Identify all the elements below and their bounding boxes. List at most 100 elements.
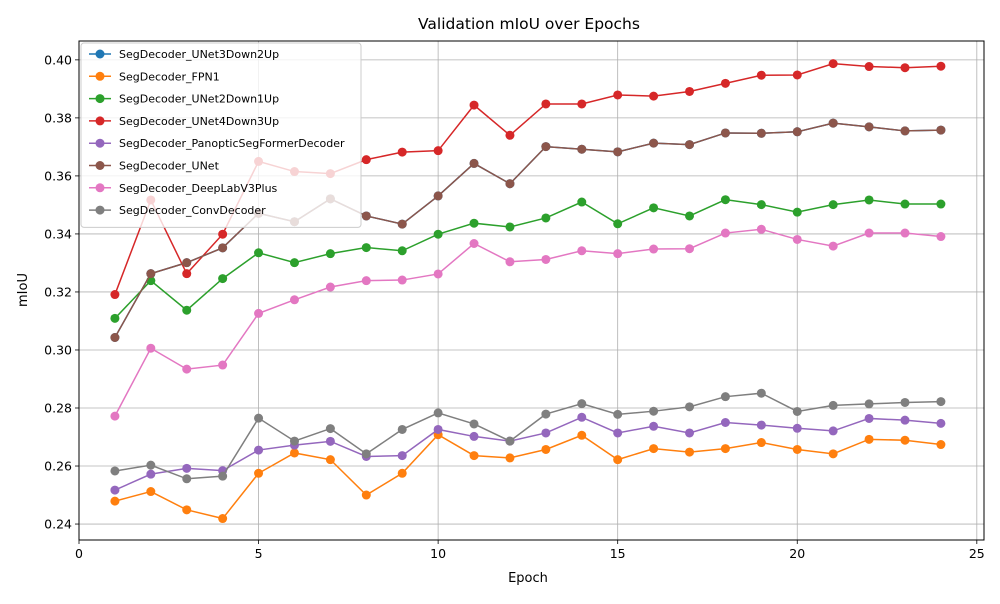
legend-item[interactable]: SegDecoder_FPN1 [89, 70, 220, 83]
data-point [289, 258, 299, 268]
x-tick-label: 15 [610, 546, 626, 561]
data-point [325, 282, 335, 292]
data-point [720, 128, 730, 138]
legend-item[interactable]: SegDecoder_UNet [89, 160, 220, 173]
data-point [110, 485, 120, 495]
data-point [792, 423, 802, 433]
y-tick-label: 0.30 [44, 342, 72, 357]
legend-label: SegDecoder_UNet4Down3Up [119, 115, 279, 128]
data-point [505, 436, 515, 446]
data-point [864, 62, 874, 72]
data-point [361, 490, 371, 500]
data-point [254, 413, 264, 423]
data-point [613, 249, 623, 259]
data-point [146, 269, 156, 279]
data-point [864, 399, 874, 409]
data-point [469, 218, 479, 228]
y-tick-label: 0.38 [44, 110, 72, 125]
series-SegDecoder_FPN1 [110, 430, 946, 524]
data-point [577, 430, 587, 440]
data-point [361, 243, 371, 253]
data-point [254, 468, 264, 478]
legend-box [80, 42, 362, 228]
x-tick-label: 20 [789, 546, 805, 561]
legend-marker [95, 138, 105, 148]
data-point [110, 466, 120, 476]
data-point [361, 211, 371, 221]
y-axis-label: mIoU [16, 273, 31, 307]
data-point [936, 61, 946, 71]
series-group [110, 59, 946, 524]
data-point [289, 436, 299, 446]
data-point [720, 418, 730, 428]
data-point [649, 91, 659, 101]
legend-item[interactable]: SegDecoder_DeepLabV3Plus [89, 182, 278, 195]
series-SegDecoder_DeepLabV3Plus [110, 224, 946, 421]
series-SegDecoder_ConvDecoder [110, 388, 946, 484]
data-point [254, 445, 264, 455]
chart-title: Validation mIoU over Epochs [418, 15, 640, 33]
legend-item[interactable]: SegDecoder_PanopticSegFormerDecoder [89, 137, 345, 150]
legend-item[interactable]: SegDecoder_ConvDecoder [89, 204, 266, 217]
data-point [433, 269, 443, 279]
data-point [864, 122, 874, 132]
data-point [146, 487, 156, 497]
data-point [397, 468, 407, 478]
data-point [828, 118, 838, 128]
data-point [864, 195, 874, 205]
data-point [613, 147, 623, 157]
data-point [649, 138, 659, 148]
data-point [864, 413, 874, 423]
data-point [577, 246, 587, 256]
data-point [397, 451, 407, 461]
data-point [182, 258, 192, 268]
data-point [182, 269, 192, 279]
legend-label: SegDecoder_UNet3Down2Up [119, 48, 279, 61]
y-tick-label: 0.36 [44, 168, 72, 183]
data-point [828, 241, 838, 251]
legend[interactable]: SegDecoder_UNet3Down2Up SegDecoder_FPN1 Se… [80, 42, 362, 228]
legend-item[interactable]: SegDecoder_UNet3Down2Up [89, 48, 279, 61]
legend-label: SegDecoder_UNet [119, 160, 220, 173]
legend-label: SegDecoder_UNet2Down1Up [119, 93, 279, 106]
data-point [505, 453, 515, 463]
data-point [182, 364, 192, 374]
data-point [469, 239, 479, 249]
legend-marker [95, 205, 105, 215]
data-point [325, 249, 335, 259]
series-line [114, 392, 941, 480]
data-point [936, 232, 946, 242]
data-point [361, 276, 371, 286]
legend-label: SegDecoder_DeepLabV3Plus [119, 182, 278, 195]
legend-item[interactable]: SegDecoder_UNet4Down3Up [89, 115, 279, 128]
legend-item[interactable]: SegDecoder_UNet2Down1Up [89, 93, 279, 106]
x-axis-label: Epoch [508, 571, 548, 586]
data-point [936, 440, 946, 450]
data-point [218, 360, 228, 370]
data-point [541, 428, 551, 438]
x-tick-label: 25 [969, 546, 985, 561]
data-point [541, 99, 551, 109]
data-point [469, 419, 479, 429]
data-point [613, 428, 623, 438]
y-tick-label: 0.34 [44, 226, 72, 241]
series-line [114, 198, 941, 319]
data-point [361, 449, 371, 459]
data-point [864, 434, 874, 444]
data-point [218, 471, 228, 481]
legend-label: SegDecoder_FPN1 [119, 70, 220, 83]
data-point [505, 257, 515, 267]
data-point [649, 444, 659, 454]
data-point [469, 451, 479, 461]
y-tick-label: 0.40 [44, 52, 72, 67]
data-point [900, 126, 910, 136]
data-point [900, 228, 910, 238]
data-point [110, 332, 120, 342]
data-point [649, 203, 659, 213]
data-point [218, 274, 228, 284]
data-point [289, 295, 299, 305]
data-point [541, 254, 551, 264]
data-point [289, 448, 299, 458]
